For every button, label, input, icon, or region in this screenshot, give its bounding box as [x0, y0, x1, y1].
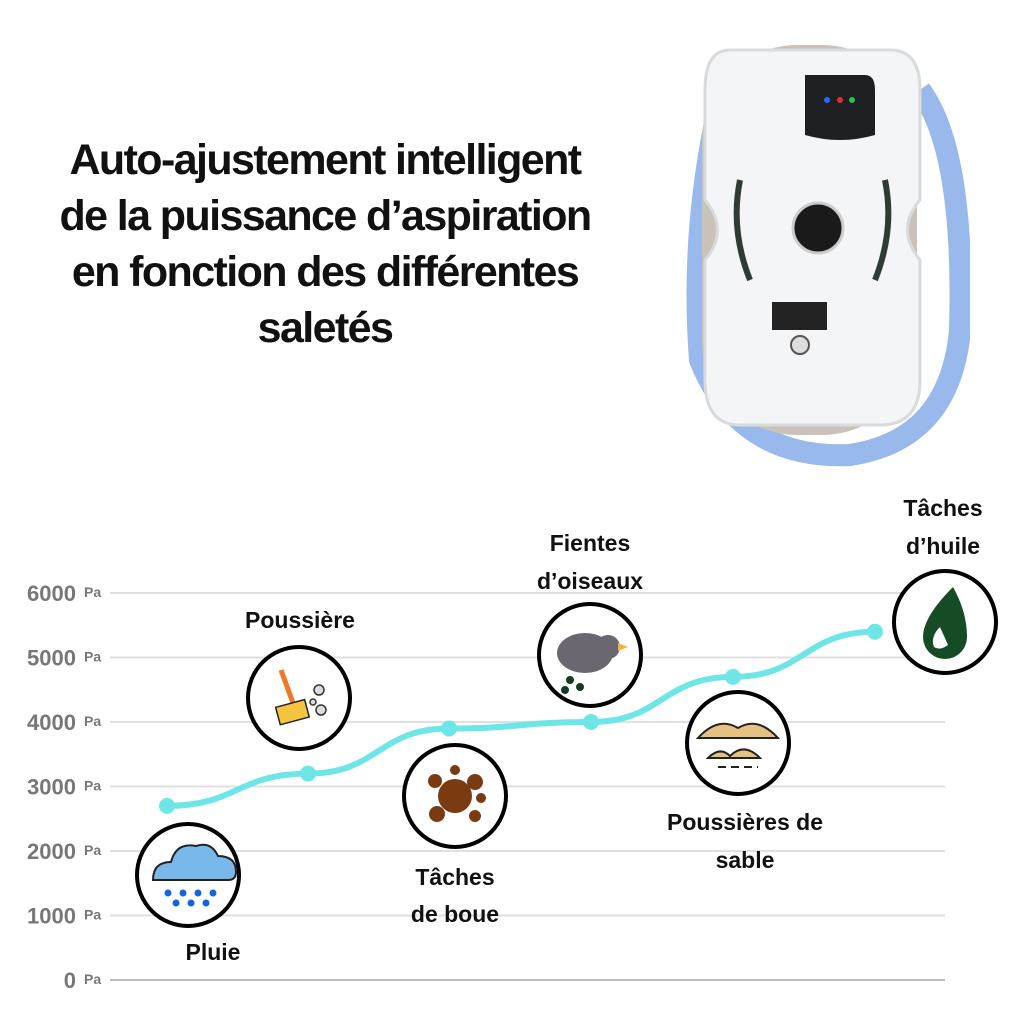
sand-pile [705, 748, 763, 759]
category-label: Pluie [186, 939, 241, 965]
rain-drop [172, 899, 180, 907]
y-tick-label: 2000 [27, 839, 76, 864]
category-label: sable [716, 847, 775, 873]
icon-circle [685, 690, 791, 796]
data-point [300, 765, 316, 782]
category-label: de boue [411, 901, 499, 927]
category-label: Tâches [415, 864, 494, 890]
data-point [441, 720, 457, 737]
data-point [867, 623, 883, 640]
y-tick-label: 0 [64, 968, 76, 993]
headline-line: Auto-ajustement intelligent [69, 136, 582, 184]
oil-drop-icon [892, 569, 998, 675]
y-tick-unit: Pa [84, 971, 101, 987]
dust-particle [315, 704, 327, 716]
y-tick-label: 4000 [27, 710, 76, 735]
mud-blob [438, 779, 472, 813]
dust-particle [309, 698, 317, 706]
dust-particle [313, 684, 325, 696]
rain-drop [209, 889, 217, 897]
broom-bristles [274, 698, 311, 726]
series-line [164, 628, 878, 809]
bird-beak [618, 643, 628, 651]
mud-drop [450, 765, 460, 775]
y-tick-label: 3000 [27, 775, 76, 800]
dropping [561, 686, 569, 694]
rain-drop [194, 889, 202, 897]
y-tick-label: 6000 [27, 581, 76, 606]
sand-icon [685, 690, 791, 796]
mud-drop [476, 793, 486, 803]
category-label: Poussière [245, 607, 355, 633]
rain-drop [179, 889, 187, 897]
data-point [583, 714, 599, 730]
headline: Auto-ajustement intelligent de la puissa… [10, 132, 640, 356]
y-tick-unit: Pa [84, 842, 101, 858]
dropping [576, 683, 584, 691]
oil-highlight [932, 627, 948, 649]
y-tick-label: 5000 [27, 646, 76, 671]
mud-drop [428, 774, 442, 788]
rain-drop [202, 899, 210, 907]
mud-drop [469, 810, 481, 822]
sand-pile [695, 722, 781, 739]
icon-circle [246, 645, 352, 751]
data-point [725, 668, 741, 685]
category-label: Poussières de [667, 809, 823, 835]
broom-handle [278, 669, 296, 704]
y-tick-label: 1000 [27, 904, 76, 929]
bird-head [596, 635, 620, 659]
rain-drop [164, 889, 172, 897]
cloud-shape [151, 843, 238, 881]
headline-line: de la puissance d’aspiration [59, 192, 592, 240]
rain-drop [187, 899, 195, 907]
rain-cloud-icon [135, 822, 241, 928]
mud-drop [467, 774, 483, 790]
broom-icon [246, 645, 352, 751]
y-tick-unit: Pa [84, 713, 101, 729]
category-label: d’huile [906, 533, 980, 559]
window-robot-image [686, 45, 970, 467]
headline-line: saletés [257, 304, 394, 352]
dropping [566, 676, 574, 684]
category-label: Tâches [903, 495, 982, 521]
mud-splat-icon [402, 743, 508, 849]
y-tick-unit: Pa [84, 649, 101, 665]
data-point [159, 797, 175, 814]
headline-line: en fonction des différentes [71, 248, 580, 296]
bird-icon [537, 602, 643, 708]
y-tick-unit: Pa [84, 778, 101, 794]
y-tick-unit: Pa [84, 907, 101, 923]
category-label: Fientes [550, 530, 631, 556]
category-label: d’oiseaux [537, 568, 643, 594]
mud-drop [429, 806, 445, 822]
y-tick-unit: Pa [84, 584, 101, 600]
